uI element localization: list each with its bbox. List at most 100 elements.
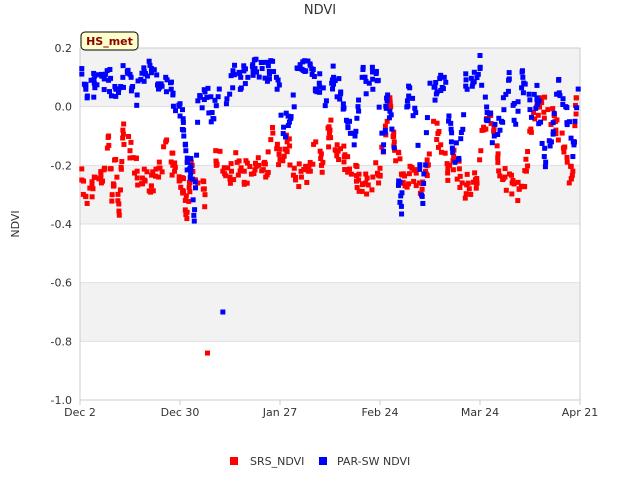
data-point: [230, 85, 236, 91]
data-point: [116, 212, 122, 218]
data-point: [307, 61, 313, 67]
data-point: [96, 176, 102, 182]
data-point: [115, 198, 121, 204]
data-point: [186, 184, 192, 190]
data-point: [318, 156, 324, 162]
data-point: [519, 85, 525, 91]
data-point: [117, 187, 123, 193]
y-tick-label: -0.8: [51, 335, 72, 348]
data-point: [116, 90, 122, 96]
background-bands: [80, 48, 580, 342]
data-point: [107, 67, 113, 73]
data-point: [334, 94, 340, 100]
data-point: [543, 159, 549, 165]
data-point: [488, 121, 494, 127]
data-point: [468, 75, 474, 81]
data-point: [225, 165, 231, 171]
data-point: [354, 173, 360, 179]
data-point: [227, 91, 233, 97]
data-point: [458, 130, 464, 136]
data-point: [195, 98, 201, 104]
data-point: [118, 166, 124, 172]
data-point: [384, 118, 390, 124]
data-point: [566, 119, 572, 125]
data-point: [534, 82, 540, 88]
data-point: [573, 111, 579, 117]
data-point: [201, 87, 207, 93]
data-point: [491, 125, 497, 131]
data-point: [242, 66, 248, 72]
data-point: [410, 95, 416, 101]
data-point: [83, 86, 89, 92]
data-point: [342, 167, 348, 173]
data-point: [342, 152, 348, 158]
data-point: [206, 110, 212, 116]
data-point: [423, 130, 429, 136]
data-point: [363, 180, 369, 186]
data-point: [399, 190, 405, 196]
data-point: [170, 90, 176, 96]
data-point: [463, 83, 469, 89]
data-point: [320, 85, 326, 91]
data-point: [511, 117, 517, 123]
data-point: [223, 173, 229, 179]
data-point: [481, 127, 487, 133]
badge-box: [80, 31, 139, 51]
data-point: [453, 140, 459, 146]
data-point: [259, 168, 265, 174]
data-point: [180, 116, 186, 122]
data-point: [168, 86, 174, 92]
data-point: [325, 125, 331, 131]
data-point: [280, 158, 286, 164]
data-point: [252, 167, 258, 173]
data-point: [334, 142, 340, 148]
data-point: [238, 165, 244, 171]
data-point: [564, 105, 570, 111]
data-point: [382, 128, 388, 134]
badge-label: HS_met: [86, 35, 133, 48]
data-point: [238, 74, 244, 80]
data-point: [496, 115, 502, 121]
data-point: [176, 178, 182, 184]
data-point: [156, 174, 162, 180]
data-point: [345, 169, 351, 175]
data-point: [330, 63, 336, 69]
data-point: [116, 208, 122, 214]
data-point: [277, 156, 283, 162]
data-point: [431, 118, 437, 124]
data-point: [409, 165, 415, 171]
data-point: [398, 193, 404, 199]
data-point: [347, 118, 353, 124]
data-point: [319, 162, 325, 168]
data-point: [553, 131, 559, 137]
data-point: [220, 168, 226, 174]
data-point: [452, 159, 458, 165]
data-point: [515, 198, 521, 204]
data-point: [201, 97, 207, 103]
data-point: [195, 180, 201, 186]
data-point: [247, 164, 253, 170]
data-point: [454, 176, 460, 182]
data-point: [297, 62, 303, 68]
data-point: [161, 144, 167, 150]
data-point: [179, 107, 185, 113]
data-point: [407, 85, 413, 91]
data-point: [446, 113, 452, 119]
x-ticks: Dec 2 Dec 30 Jan 27 Feb 24 Mar 24 Apr 21: [64, 400, 598, 419]
data-point: [186, 198, 192, 204]
data-point: [249, 63, 255, 69]
data-point: [369, 64, 375, 70]
data-point: [330, 86, 336, 92]
data-point: [109, 198, 115, 204]
data-point: [188, 170, 194, 176]
data-point: [89, 194, 95, 200]
data-point: [412, 105, 418, 111]
data-point: [503, 91, 509, 97]
data-point: [426, 151, 432, 157]
data-point: [516, 186, 522, 192]
data-point: [391, 129, 397, 135]
chart-title: NDVI: [304, 3, 336, 18]
data-point: [542, 164, 548, 170]
data-point: [573, 95, 579, 101]
data-point: [379, 130, 385, 136]
